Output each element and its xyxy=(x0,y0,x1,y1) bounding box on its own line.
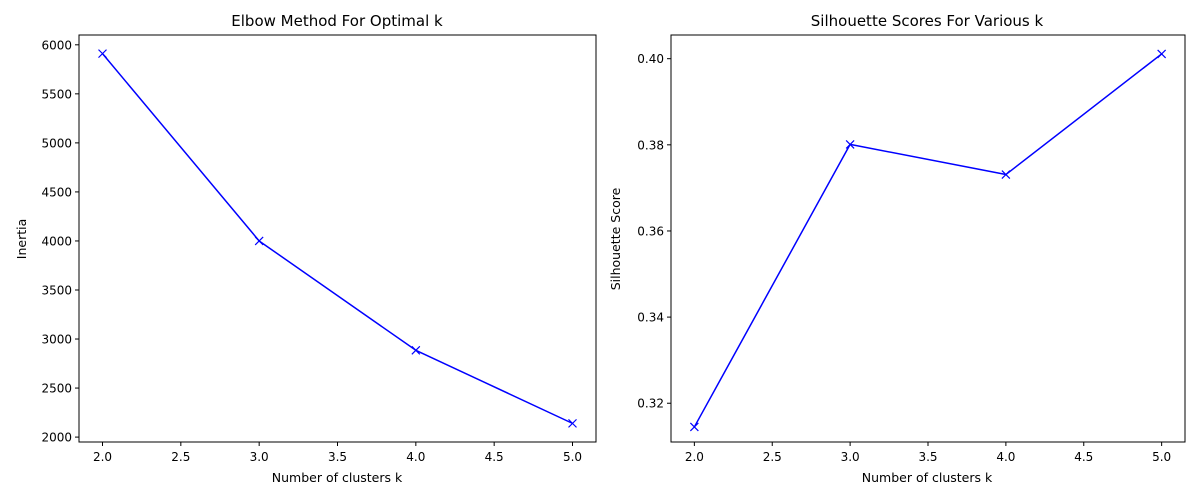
x-tick-label: 5.0 xyxy=(563,450,582,464)
axes-frame xyxy=(78,34,597,443)
data-point-marker xyxy=(689,422,699,432)
silhouette-chart: Silhouette Scores For Various k 2.0 2.5 3.… xyxy=(608,12,1186,485)
x-tick-label: 3.0 xyxy=(250,450,269,464)
y-tick-label: 6000 xyxy=(41,38,72,52)
x-tick-label: 4.5 xyxy=(485,450,504,464)
y-tick-label: 0.32 xyxy=(637,397,664,411)
data-point-marker xyxy=(98,49,107,59)
axes-area: 2.0 2.5 3.0 3.5 4.0 4.5 5.0 2000 2500 3000 3500 400… xyxy=(41,34,597,464)
x-tick-label: 3.0 xyxy=(841,450,860,464)
x-tick-label: 2.5 xyxy=(171,450,190,464)
y-tick-label: 5500 xyxy=(41,87,72,101)
x-tick-label: 4.0 xyxy=(406,450,425,464)
y-tick-label: 0.34 xyxy=(637,311,664,325)
x-tick-label: 4.5 xyxy=(1074,450,1093,464)
data-point-marker xyxy=(411,345,421,355)
axes-area: 2.0 2.5 3.0 3.5 4.0 4.5 5.0 0.32 0.34 0.36 0.38 0.4… xyxy=(637,34,1186,464)
x-tick-label: 3.5 xyxy=(328,450,347,464)
y-tick-label: 0.36 xyxy=(637,224,664,238)
x-axis-label: Number of clusters k xyxy=(862,470,993,485)
axes-frame xyxy=(670,34,1186,443)
y-tick-label: 0.40 xyxy=(637,52,664,66)
x-tick-label: 2.0 xyxy=(685,450,704,464)
data-point-marker xyxy=(254,236,264,246)
y-tick-label: 2000 xyxy=(41,431,72,445)
data-point-marker xyxy=(568,418,577,428)
y-tick-label: 4500 xyxy=(41,185,72,199)
y-tick-label: 5000 xyxy=(41,136,72,150)
y-tick-label: 4000 xyxy=(41,234,72,248)
y-tick-label: 3000 xyxy=(41,333,72,347)
data-point-marker xyxy=(1001,170,1011,179)
series-line xyxy=(693,53,1163,428)
chart-title: Elbow Method For Optimal k xyxy=(231,12,443,30)
elbow-chart: Elbow Method For Optimal k 2.0 2.5 3.0 3.5 4… xyxy=(14,12,597,485)
chart-title: Silhouette Scores For Various k xyxy=(811,12,1044,30)
data-point-marker xyxy=(845,139,855,149)
x-axis-label: Number of clusters k xyxy=(272,470,403,485)
y-axis-label: Silhouette Score xyxy=(608,187,623,290)
x-tick-label: 2.5 xyxy=(763,450,782,464)
data-point-marker xyxy=(1157,49,1167,59)
y-axis-label: Inertia xyxy=(14,219,29,259)
y-tick-label: 0.38 xyxy=(637,138,664,152)
y-tick-label: 2500 xyxy=(41,382,72,396)
x-tick-label: 4.0 xyxy=(996,450,1015,464)
series-line xyxy=(101,53,573,425)
x-tick-label: 3.5 xyxy=(918,450,937,464)
x-tick-label: 5.0 xyxy=(1152,450,1171,464)
x-tick-label: 2.0 xyxy=(93,450,112,464)
y-tick-label: 3500 xyxy=(41,283,72,297)
